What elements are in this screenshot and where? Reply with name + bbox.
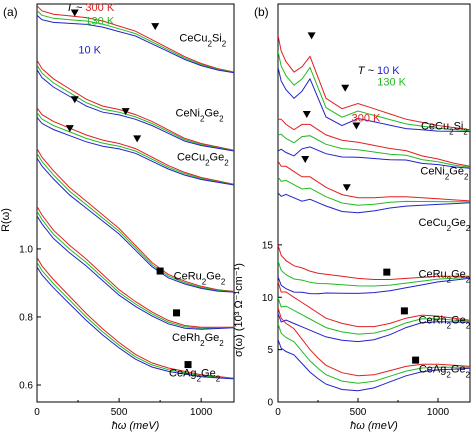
compound-label: CeNi2Ge2	[420, 166, 469, 182]
series-line-CeCu2Si2-red	[278, 35, 470, 131]
series-line-CeCu2Ge2-green	[278, 176, 470, 206]
x-tick-label: 1000	[427, 407, 450, 418]
y-tick-label: 10	[262, 293, 274, 304]
y-tick-label: 1.0	[19, 244, 33, 255]
panel-label: (b)	[254, 5, 269, 19]
x-tick-label: 500	[350, 407, 367, 418]
compound-label: CeRh2Ge2	[172, 332, 224, 348]
series-line-CeCu2Ge2-blue	[37, 116, 234, 186]
x-tick-label: 1000	[190, 407, 213, 418]
marker-triangle	[342, 184, 351, 192]
marker-square	[173, 309, 181, 317]
marker-triangle	[301, 156, 310, 164]
series-line-CeRu2Ge2-red	[278, 244, 470, 280]
marker-triangle	[307, 32, 316, 40]
plot-frame	[36, 3, 235, 403]
compound-label: CeAg2Ge2	[169, 367, 221, 383]
series-line-CeCu2Ge2-blue	[278, 192, 470, 214]
temperature-label: 130 K	[377, 77, 406, 89]
series-line-CeNi2Ge2-green	[278, 133, 470, 168]
compound-label: CeRh2Ge2	[419, 314, 471, 330]
temperature-label: 10 K	[78, 44, 101, 56]
y-tick-label: 0	[267, 398, 273, 409]
series-line-CeAg2Ge2-red	[278, 307, 470, 377]
marker-square	[400, 307, 408, 315]
series-line-CeNi2Ge2-red	[278, 118, 470, 167]
series-line-CeAg2Ge2-green	[278, 323, 470, 384]
marker-triangle	[70, 9, 79, 17]
series-line-CeCu2Si2-green	[37, 10, 234, 73]
panel-label: (a)	[3, 5, 18, 19]
compound-label: CeCu2Si2	[421, 121, 468, 137]
series-line-CeCu2Si2-red	[37, 5, 234, 73]
temperature-label: T ~ 10 K	[358, 65, 401, 77]
series-line-CeRu2Ge2-blue	[37, 157, 234, 293]
series-line-CeAg2Ge2-blue	[37, 266, 234, 380]
marker-triangle	[121, 108, 130, 116]
marker-triangle	[341, 84, 350, 92]
y-tick-label: 0.8	[19, 312, 33, 323]
compound-label: CeCu2Si2	[179, 32, 226, 48]
panel-b-conductivity: 0 500 1000 0 5 10 15 (b) ħω (meV) σ(ω) (10³ Ω⁻¹cm…	[233, 3, 471, 432]
x-tick-label: 0	[34, 407, 40, 418]
series-line-CeCu2Si2-green	[278, 51, 470, 132]
series-line-CeCu2Si2-blue	[278, 67, 470, 133]
marker-triangle	[302, 110, 311, 118]
y-tick-label: 15	[262, 240, 274, 251]
x-tick-label: 500	[111, 407, 128, 418]
series-line-CeAg2Ge2-green	[37, 261, 234, 379]
temperature-label: 130 K	[85, 15, 114, 27]
x-axis-label: ħω (meV)	[350, 420, 398, 432]
marker-triangle	[133, 135, 142, 143]
series-line-CeNi2Ge2-green	[37, 64, 234, 152]
marker-square	[156, 267, 164, 275]
series-line-CeCu2Ge2-red	[278, 160, 470, 202]
compound-label: CeRu2Ge2	[419, 268, 471, 284]
series-line-CeNi2Ge2-blue	[278, 146, 470, 169]
x-axis-label: ħω (meV)	[112, 420, 160, 432]
series-line-CeCu2Si2-blue	[37, 14, 234, 74]
series-line-CeRu2Ge2-red	[37, 148, 234, 292]
temperature-label: 300 K	[352, 112, 381, 124]
series-line-CeRh2Ge2-blue	[37, 215, 234, 330]
series-line-CeRh2Ge2-green	[37, 210, 234, 329]
marker-triangle	[151, 23, 160, 31]
series-line-CeRh2Ge2-red	[278, 281, 470, 328]
marker-triangle	[65, 125, 74, 133]
panel-a-reflectivity: 0 500 1000 0.6 0.8 1.0 (a) ħω (meV) R(ω) CeCu2Si2…	[0, 2, 235, 432]
series-line-CeRh2Ge2-blue	[278, 313, 470, 343]
compound-label: CeRu2Ge2	[174, 271, 226, 287]
series-line-CeRu2Ge2-green	[37, 153, 234, 293]
marker-square	[383, 268, 391, 276]
marker-square	[184, 361, 192, 369]
series-line-CeNi2Ge2-blue	[37, 69, 234, 152]
marker-triangle	[70, 96, 79, 104]
marker-triangle	[352, 122, 361, 130]
series-line-CeRh2Ge2-red	[37, 206, 234, 328]
compound-label: CeAg2Ge2	[419, 364, 471, 380]
compound-label: CeCu2Ge2	[177, 151, 229, 167]
series-line-CeRh2Ge2-green	[278, 297, 470, 335]
x-tick-label: 0	[275, 407, 281, 418]
y-axis-label: R(ω)	[0, 208, 12, 232]
y-tick-label: 0.6	[19, 380, 33, 391]
series-line-CeRu2Ge2-blue	[278, 276, 470, 295]
series-line-CeRu2Ge2-green	[278, 260, 470, 287]
series-line-CeCu2Ge2-red	[37, 107, 234, 185]
marker-square	[412, 356, 420, 364]
series-line-CeAg2Ge2-red	[37, 257, 234, 379]
plot-frame	[277, 3, 471, 403]
y-axis-label: σ(ω) (10³ Ω⁻¹cm⁻¹)	[233, 263, 245, 357]
y-tick-label: 5	[267, 345, 273, 356]
series-line-CeAg2Ge2-blue	[278, 339, 470, 392]
compound-label: CeNi2Ge2	[176, 107, 225, 123]
series-line-CeCu2Ge2-green	[37, 112, 234, 186]
temperature-label: T ~ 300 K	[66, 2, 115, 14]
compound-label: CeCu2Ge2	[419, 217, 471, 233]
